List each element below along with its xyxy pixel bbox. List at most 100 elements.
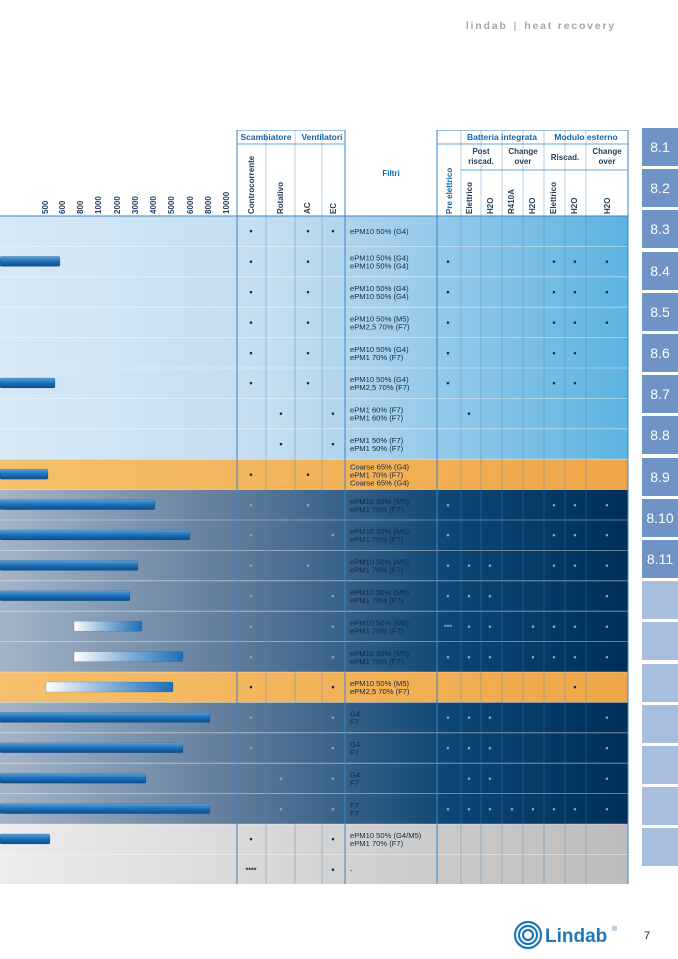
nav-tab[interactable]: 8.7 xyxy=(642,375,678,414)
table-mark: • xyxy=(605,591,608,601)
table-row xyxy=(0,854,628,884)
nav-tab[interactable] xyxy=(642,828,678,867)
group-header: Batteria integrata xyxy=(467,132,537,142)
filter-text: G4 xyxy=(350,770,360,779)
table-mark: • xyxy=(331,804,334,814)
table-mark: • xyxy=(605,621,608,631)
airflow-bar xyxy=(0,560,139,571)
table-mark: • xyxy=(446,378,449,388)
nav-tab[interactable]: 8.4 xyxy=(642,251,678,290)
table-mark: • xyxy=(446,561,449,571)
filter-text: ePM10 50% (G4) xyxy=(350,254,409,263)
column-label: AC xyxy=(303,202,312,214)
table-mark: • xyxy=(331,682,334,692)
nav-tab[interactable]: 8.3 xyxy=(642,210,678,249)
filter-text: ePM10 50% (G4/M5) xyxy=(350,831,422,840)
table-row xyxy=(0,216,628,247)
logo-text: Lindab xyxy=(545,926,607,947)
table-mark: • xyxy=(306,469,309,479)
table-mark: • xyxy=(249,561,252,571)
table-mark: • xyxy=(510,804,513,814)
group-header: Ventilatori xyxy=(301,132,342,142)
nav-tab[interactable] xyxy=(642,704,678,743)
table-mark: • xyxy=(331,865,334,875)
sub-header: Post riscad. xyxy=(468,147,494,166)
filter-text: ePM1 70% (F7) xyxy=(350,535,404,544)
table-mark: • xyxy=(306,287,309,297)
filter-text: ePM10 50% (G4) xyxy=(350,292,409,301)
table-mark: • xyxy=(467,743,470,753)
scale-label: 8000 xyxy=(204,196,213,214)
nav-tab[interactable] xyxy=(642,581,678,620)
filter-text: ePM10 50% (M5) xyxy=(350,649,410,658)
table-mark: • xyxy=(446,713,449,723)
column-label: H2O xyxy=(528,198,537,214)
table-mark: • xyxy=(605,804,608,814)
nav-tab[interactable] xyxy=(642,746,678,784)
table-mark: • xyxy=(573,378,576,388)
airflow-bar xyxy=(0,712,211,723)
filter-text: ePM1 70% (F7) xyxy=(350,596,404,605)
table-row xyxy=(0,428,628,460)
table-mark: • xyxy=(467,591,470,601)
table-row xyxy=(0,459,628,490)
nav-tab[interactable]: 8.1 xyxy=(642,128,678,166)
table-mark: • xyxy=(605,713,608,723)
nav-tab[interactable]: 8.8 xyxy=(642,416,678,455)
table-mark: • xyxy=(446,591,449,601)
sub-header: Riscad. xyxy=(551,153,579,162)
filter-text: ePM2,5 70% (F7) xyxy=(350,322,410,331)
table-mark: • xyxy=(605,743,608,753)
table-row xyxy=(0,307,628,338)
nav-tab[interactable] xyxy=(642,622,678,661)
table-mark: • xyxy=(467,804,470,814)
nav-tab[interactable]: 8.6 xyxy=(642,334,678,372)
nav-tab[interactable]: 8.10 xyxy=(642,498,678,537)
table-mark: • xyxy=(249,621,252,631)
filter-text: ePM1 70% (F7) xyxy=(350,566,404,575)
table-row xyxy=(0,276,628,308)
table-mark: • xyxy=(331,226,334,236)
table-mark: • xyxy=(605,652,608,662)
table-mark: • xyxy=(467,713,470,723)
nav-tab[interactable]: 8.2 xyxy=(642,169,678,208)
table-mark: • xyxy=(573,530,576,540)
table-mark: • xyxy=(249,530,252,540)
filter-text: F7 xyxy=(350,778,359,787)
table-mark: • xyxy=(573,287,576,297)
nav-tab[interactable] xyxy=(642,787,678,826)
nav-tab[interactable]: 8.11 xyxy=(642,540,678,578)
airflow-bar xyxy=(0,529,191,541)
filter-text: ePM10 50% (M5) xyxy=(350,588,410,597)
column-label: H2O xyxy=(570,198,579,214)
scale-label: 5000 xyxy=(167,196,176,214)
table-mark: • xyxy=(279,804,282,814)
table-row xyxy=(0,337,628,368)
airflow-bar xyxy=(73,651,184,662)
filter-text: Coarse 65% (G4) xyxy=(350,462,410,471)
table-mark: **** xyxy=(246,868,257,875)
nav-tab[interactable]: 8.5 xyxy=(642,292,678,331)
nav-tab[interactable] xyxy=(642,663,678,702)
filter-text: ePM1 70% (F7) xyxy=(350,470,404,479)
table-mark: • xyxy=(249,348,252,358)
table-mark: • xyxy=(467,621,470,631)
column-label: H2O xyxy=(486,198,495,214)
table-mark: • xyxy=(605,530,608,540)
airflow-bar xyxy=(45,681,174,693)
airflow-bar xyxy=(0,772,147,784)
nav-tab[interactable]: 8.9 xyxy=(642,457,678,496)
table-mark: • xyxy=(446,500,449,510)
table-mark: • xyxy=(446,743,449,753)
table-mark: • xyxy=(605,317,608,327)
table-row xyxy=(0,368,628,399)
table-mark: • xyxy=(249,743,252,753)
table-mark: • xyxy=(249,317,252,327)
scale-label: 600 xyxy=(58,200,67,214)
table-mark: • xyxy=(573,652,576,662)
table-mark: • xyxy=(306,500,309,510)
filter-text: ePM10 50% (M5) xyxy=(350,679,410,688)
table-mark: • xyxy=(306,257,309,267)
column-label: Rotativo xyxy=(276,182,285,214)
table-mark: • xyxy=(573,561,576,571)
